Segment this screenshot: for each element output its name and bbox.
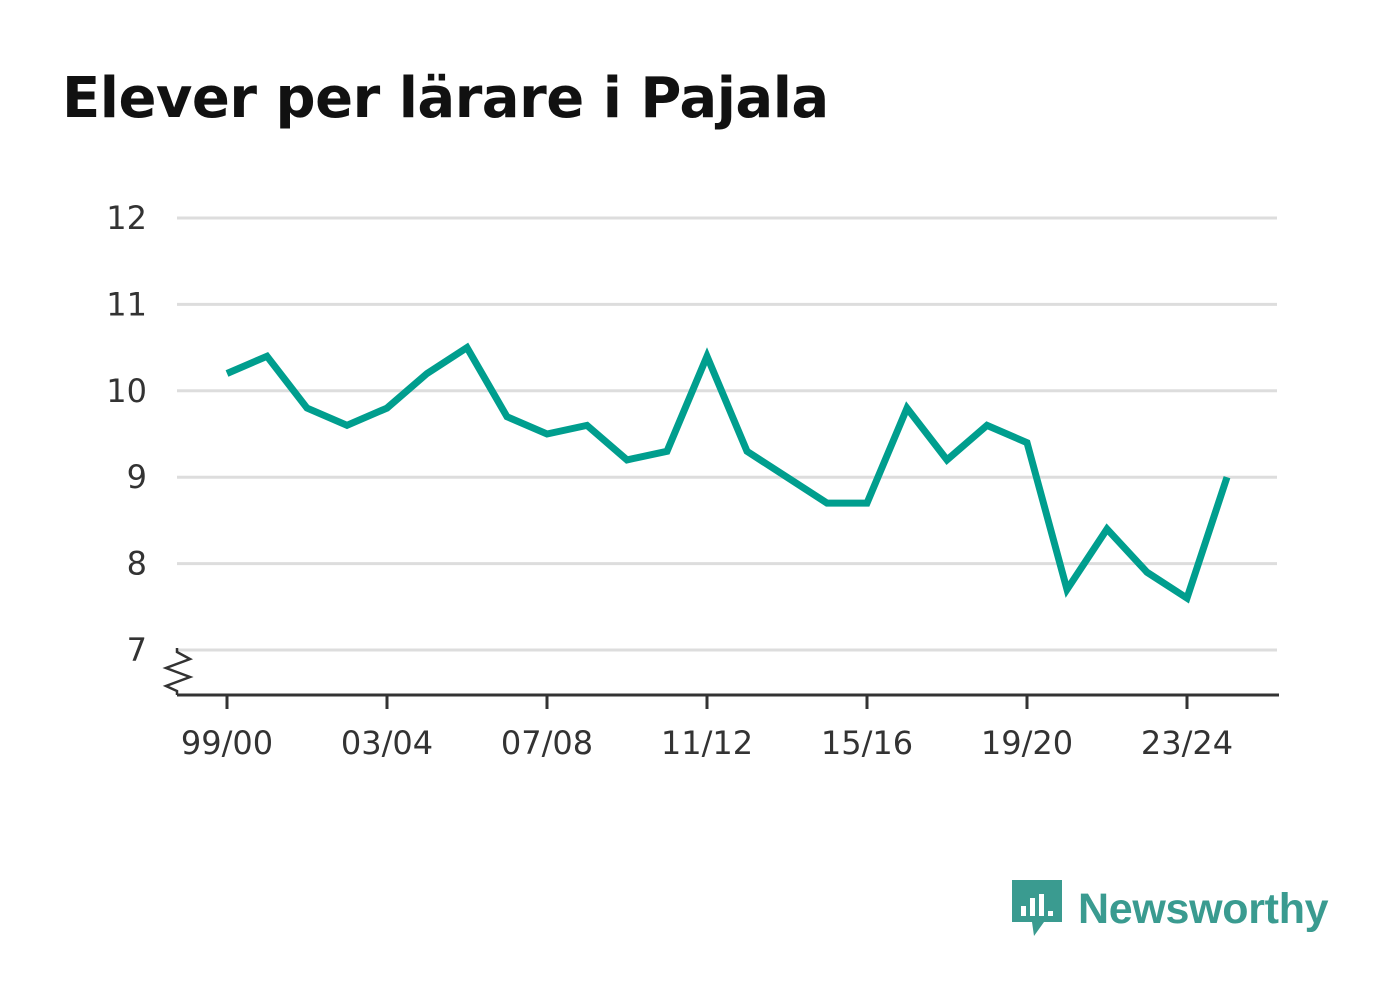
x-tick-label: 03/04	[341, 724, 433, 762]
x-tick-label: 19/20	[981, 724, 1073, 762]
gridlines	[177, 216, 1277, 652]
bar-chart-speech-bubble-icon	[1012, 880, 1062, 936]
y-tick-label: 10	[106, 372, 147, 410]
x-tick-label: 99/00	[181, 724, 273, 762]
y-axis: 7 8 9 10 11 12	[106, 199, 194, 695]
series-layer	[225, 342, 1231, 604]
y-tick-label: 7	[127, 631, 147, 669]
series-line	[225, 342, 1231, 604]
x-axis: 99/00 03/04 07/08 11/12 15/16 19/20 23/24	[177, 693, 1279, 762]
y-tick-label: 11	[106, 285, 147, 323]
x-tick-label: 15/16	[821, 724, 913, 762]
y-tick-label: 8	[127, 545, 147, 583]
y-tick-label: 12	[106, 199, 147, 237]
brand-name: Newsworthy	[1078, 884, 1329, 933]
x-tick-label: 23/24	[1141, 724, 1233, 762]
x-tick-label: 07/08	[501, 724, 593, 762]
chart-title: Elever per lärare i Pajala	[62, 66, 829, 131]
x-tick-label: 11/12	[661, 724, 753, 762]
axis-break-marker	[162, 648, 194, 695]
y-tick-label: 9	[127, 458, 147, 496]
newsworthy-logo: Newsworthy	[1010, 878, 1329, 940]
